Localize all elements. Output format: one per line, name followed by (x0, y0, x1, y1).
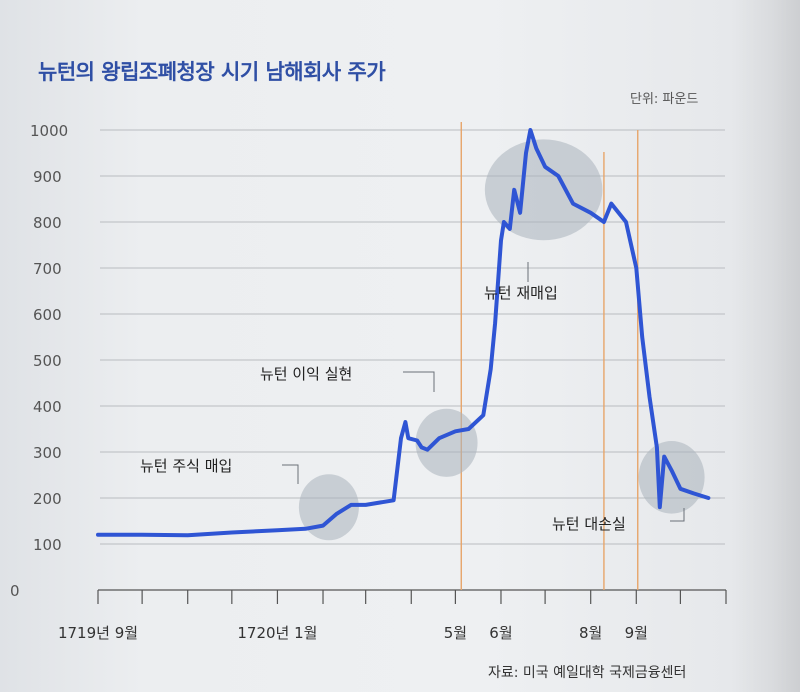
annotation-label: 뉴턴 주식 매입 (140, 457, 232, 475)
y-tick-label: 500 (33, 352, 62, 370)
annotation-label: 뉴턴 재매입 (484, 284, 558, 302)
y-tick-label: 400 (33, 398, 62, 416)
y-tick-label: 600 (33, 306, 62, 324)
y-tick-label: 900 (33, 168, 62, 186)
highlight-circle (484, 139, 603, 241)
x-axis: 1719년 9월 1720년 1월 5월 6월 8월 9월 (58, 589, 727, 642)
x-tick-label: 1719년 9월 (58, 624, 138, 642)
price-line (96, 128, 711, 538)
grid-lines (100, 129, 725, 545)
x-tick-label: 1720년 1월 (237, 624, 317, 642)
annotation-label: 뉴턴 대손실 (552, 515, 626, 533)
chart-title: 뉴턴의 왕립조폐청장 시기 남해회사 주가 (38, 60, 386, 84)
y-tick-label: 0 (10, 582, 20, 600)
annotation-leader (403, 371, 435, 392)
x-tick-label: 9월 (625, 624, 648, 642)
source-note: 자료: 미국 예일대학 국제금융센터 (488, 665, 687, 681)
highlight-circles (298, 139, 705, 541)
y-tick-label: 200 (33, 490, 62, 508)
annotation-leader (282, 464, 299, 484)
annotation-leader (670, 508, 685, 522)
y-tick-label: 800 (33, 214, 62, 232)
unit-label: 단위: 파운드 (630, 92, 699, 107)
annotation-label: 뉴턴 이익 실현 (260, 365, 352, 383)
x-tick-label: 8월 (579, 624, 602, 642)
vertical-markers (460, 122, 639, 590)
x-tick-label: 5월 (444, 624, 467, 642)
price-series (96, 128, 711, 538)
x-tick-label: 6월 (489, 624, 512, 642)
y-tick-label: 1000 (30, 122, 68, 140)
y-tick-label: 300 (33, 444, 62, 462)
highlight-circle (638, 441, 705, 514)
page-fold-shadow (730, 0, 800, 692)
highlight-circle (415, 408, 478, 477)
y-tick-label: 700 (33, 260, 62, 278)
y-axis: 0 100 200 300 400 500 600 700 800 900 1000 (10, 122, 68, 600)
highlight-circle (298, 474, 359, 541)
y-tick-label: 100 (33, 536, 62, 554)
